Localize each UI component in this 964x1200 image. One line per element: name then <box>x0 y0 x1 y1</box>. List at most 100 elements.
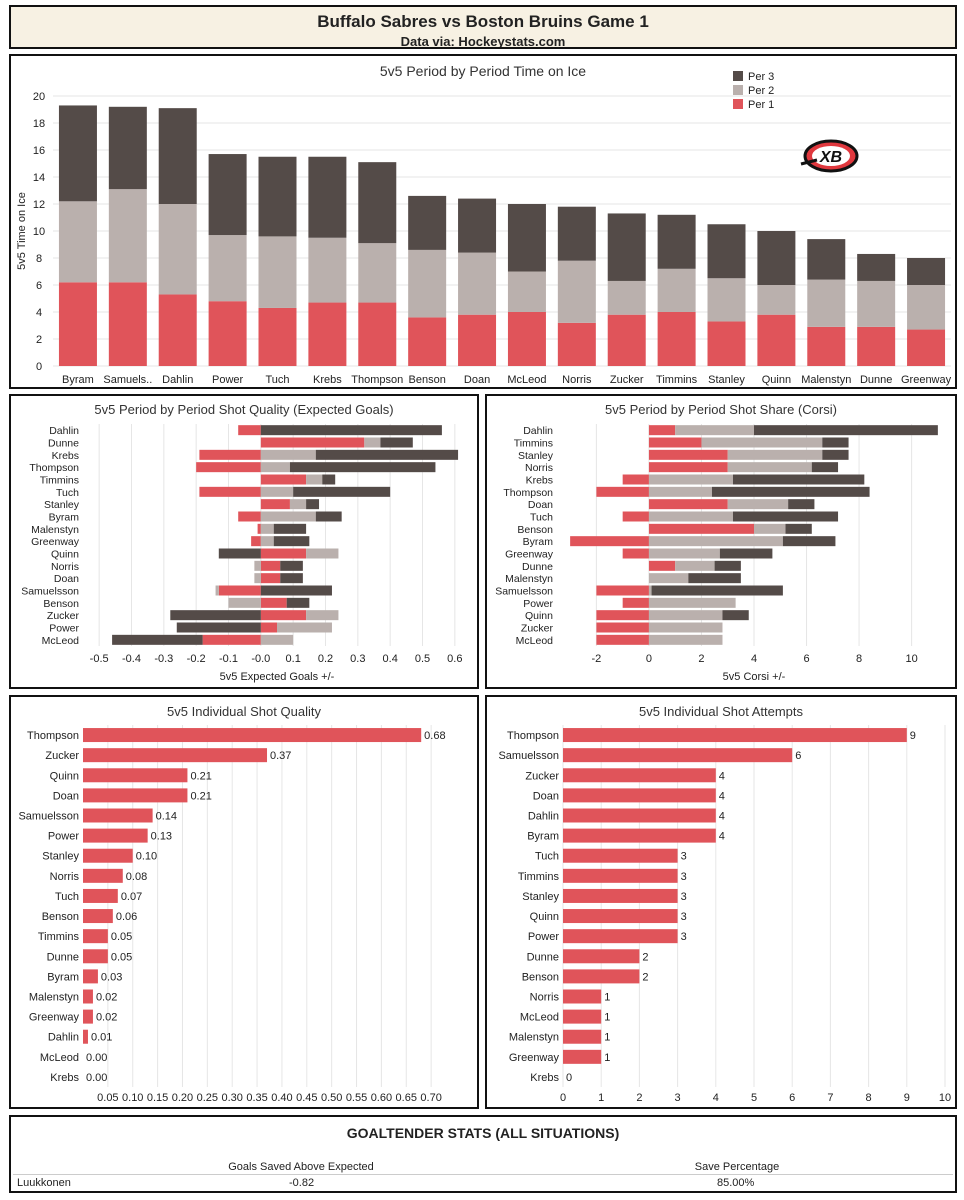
bar-segment <box>648 437 702 448</box>
bar-segment <box>596 610 649 621</box>
x-tick-label: Stanley <box>708 374 745 386</box>
y-tick-label: 8 <box>36 253 42 265</box>
data-label: 0.01 <box>91 1032 112 1044</box>
bar <box>83 1029 88 1044</box>
bar-segment <box>648 523 754 534</box>
y-tick-label: Timmins <box>40 475 79 487</box>
bar-segment <box>199 486 261 497</box>
x-tick-label: -0.4 <box>122 653 141 665</box>
bar-segment <box>657 214 696 269</box>
y-tick-label: Quinn <box>525 610 553 622</box>
x-tick-label: 10 <box>939 1092 951 1104</box>
data-label: 0.10 <box>136 851 157 863</box>
y-tick-label: Zucker <box>47 610 80 622</box>
x-tick-label: 0.15 <box>147 1092 168 1104</box>
bar-segment <box>254 573 261 584</box>
bar-segment <box>807 239 846 280</box>
y-tick-label: Samuelsson <box>18 811 79 823</box>
bar <box>83 969 98 984</box>
bar-segment <box>58 282 97 366</box>
bar-segment <box>788 499 815 510</box>
bar-segment <box>701 437 823 448</box>
bar-segment <box>273 536 310 547</box>
x-tick-label: Samuels.. <box>103 374 152 386</box>
data-label: 0.00 <box>86 1072 107 1084</box>
x-tick-label: Zucker <box>610 374 644 386</box>
bar <box>563 929 678 944</box>
bar-segment <box>907 329 946 366</box>
y-tick-label: 0 <box>36 361 42 373</box>
bar-segment <box>170 610 261 621</box>
y-tick-label: 6 <box>36 280 42 292</box>
y-tick-label: Zucker <box>525 770 559 782</box>
bar-segment <box>218 585 261 596</box>
bar <box>83 1009 93 1024</box>
x-tick-label: 5 <box>751 1092 757 1104</box>
bar-segment <box>289 499 307 510</box>
y-tick-label: Benson <box>522 971 559 983</box>
y-tick-label: Doan <box>533 790 559 802</box>
bar-segment <box>260 560 281 571</box>
y-tick-label: Malenstyn <box>509 1032 559 1044</box>
y-tick-label: Stanley <box>44 499 80 511</box>
bar-segment <box>557 322 596 366</box>
y-tick-label: Thompson <box>27 730 79 742</box>
data-label: 4 <box>719 770 725 782</box>
bar <box>563 728 907 743</box>
x-tick-label: 0.50 <box>321 1092 342 1104</box>
bar-segment <box>719 548 773 559</box>
y-tick-label: Dunne <box>47 951 79 963</box>
header: Buffalo Sabres vs Boston Bruins Game 1 D… <box>9 5 957 49</box>
x-tick-label: 0.4 <box>383 653 398 665</box>
data-label: 0.05 <box>111 951 132 963</box>
bar <box>563 768 716 783</box>
y-tick-label: Quinn <box>50 770 79 782</box>
legend-label: Per 2 <box>748 85 774 97</box>
bar-segment <box>675 560 715 571</box>
bar-segment <box>254 560 261 571</box>
bar-segment <box>358 243 397 303</box>
bar <box>83 888 118 903</box>
bar-segment <box>158 108 197 204</box>
x-tick-label: Malenstyn <box>801 374 851 386</box>
x-tick-label: Quinn <box>762 374 791 386</box>
legend-swatch <box>733 71 743 81</box>
bar-segment <box>260 486 294 497</box>
xb-logo: XB <box>797 136 863 176</box>
x-tick-label: 0.3 <box>350 653 365 665</box>
x-tick-label: 2 <box>636 1092 642 1104</box>
y-tick-label: 20 <box>33 91 45 103</box>
chart-title: 5v5 Individual Shot Quality <box>167 704 321 719</box>
bar <box>83 868 123 883</box>
y-tick-label: Samuelsson <box>498 750 559 762</box>
chart-title: 5v5 Individual Shot Attempts <box>639 704 804 719</box>
data-label: 2 <box>642 971 648 983</box>
y-tick-label: Norris <box>50 871 80 883</box>
bar-segment <box>622 548 649 559</box>
bar-segment <box>208 301 247 366</box>
bar-segment <box>648 548 720 559</box>
bar-segment <box>158 204 197 295</box>
bar <box>83 828 148 843</box>
bar-segment <box>308 237 347 303</box>
bar-segment <box>757 231 796 285</box>
bar-segment <box>596 622 649 633</box>
y-tick-label: Doan <box>53 790 79 802</box>
y-tick-label: Dahlin <box>48 1032 79 1044</box>
data-label: 0.02 <box>96 992 117 1004</box>
bar-segment <box>260 634 294 645</box>
x-tick-label: Power <box>212 374 244 386</box>
xg-chart-panel: 5v5 Period by Period Shot Quality (Expec… <box>9 394 479 689</box>
bar <box>563 748 793 763</box>
x-tick-label: Timmins <box>656 374 698 386</box>
x-tick-label: 8 <box>866 1092 872 1104</box>
bar-segment <box>322 474 336 485</box>
y-tick-label: Byram <box>527 831 559 843</box>
x-tick-label: 2 <box>698 653 704 665</box>
data-label: 2 <box>642 951 648 963</box>
y-tick-label: Quinn <box>530 911 559 923</box>
x-tick-label: 10 <box>905 653 917 665</box>
data-label: 0 <box>566 1072 572 1084</box>
y-tick-label: Greenway <box>29 1012 80 1024</box>
